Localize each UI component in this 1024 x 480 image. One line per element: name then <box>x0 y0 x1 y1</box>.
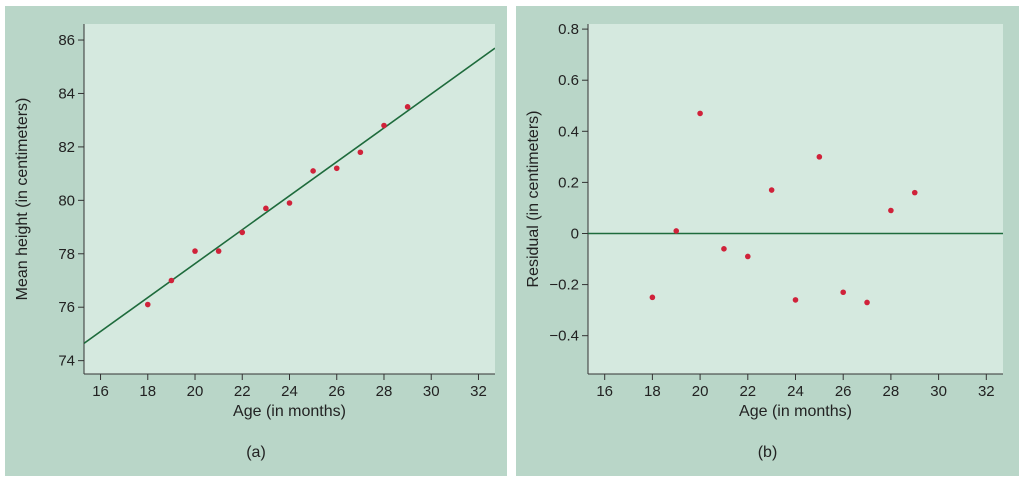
x-tick-label: 20 <box>187 383 204 400</box>
x-tick-label: 28 <box>883 383 900 400</box>
data-point <box>649 294 656 301</box>
data-point <box>792 297 799 303</box>
y-tick-label: 0.2 <box>558 174 579 191</box>
data-point <box>286 200 293 206</box>
y-tick-label: 0.8 <box>558 21 579 38</box>
panel-label: (a) <box>246 444 266 461</box>
data-point <box>888 207 894 214</box>
x-tick-label: 24 <box>281 383 298 400</box>
chart-panel-a: 74 76 78 80 82 84 86 16 18 20 22 24 26 28 30 32 Age (in … <box>5 6 507 476</box>
data-point <box>404 104 411 110</box>
data-point <box>168 277 175 284</box>
data-point <box>239 229 246 236</box>
data-point <box>864 299 870 306</box>
y-tick-label: 76 <box>58 299 75 316</box>
data-point <box>911 189 918 196</box>
y-tick-label: 82 <box>58 139 75 156</box>
x-tick-label: 16 <box>596 383 613 400</box>
x-tick-label: 30 <box>930 383 947 400</box>
data-point <box>357 149 364 156</box>
data-point <box>263 205 269 212</box>
data-point <box>816 154 823 160</box>
data-point <box>333 165 340 172</box>
plot-area <box>84 24 495 374</box>
x-tick-label: 22 <box>234 383 251 400</box>
y-axis-title: Mean height (in centimeters) <box>14 98 31 301</box>
data-point <box>768 187 775 193</box>
data-point <box>381 122 387 129</box>
x-tick-label: 32 <box>978 383 995 400</box>
y-tick-label: −0.2 <box>549 277 579 294</box>
y-tick-label: 0.6 <box>558 72 579 89</box>
x-tick-label: 16 <box>92 383 109 400</box>
data-point <box>744 253 751 260</box>
x-tick-label: 30 <box>423 383 440 400</box>
regression-line <box>84 47 495 345</box>
x-tick-label: 20 <box>692 383 709 400</box>
chart-panel-b: −0.4 −0.2 0 0.2 0.4 0.6 0.8 16 18 20 22 24 26 28 30 32 A… <box>516 6 1019 476</box>
plot-area <box>588 24 1003 374</box>
x-tick-label: 24 <box>787 383 804 400</box>
x-tick-label: 18 <box>644 383 661 400</box>
data-point <box>215 248 222 254</box>
y-tick-label: −0.4 <box>549 328 579 345</box>
data-point <box>673 228 680 234</box>
y-tick-label: 86 <box>58 32 75 49</box>
y-tick-label: 74 <box>58 353 75 370</box>
y-tick-label: 0.4 <box>558 123 579 140</box>
x-tick-label: 32 <box>470 383 487 400</box>
y-tick-label: 78 <box>58 246 75 263</box>
y-tick-label: 80 <box>58 192 75 209</box>
chart-b-svg: −0.4 −0.2 0 0.2 0.4 0.6 0.8 16 18 20 22 24 26 28 30 32 A… <box>525 21 1003 461</box>
y-tick-label: 0 <box>571 225 579 242</box>
data-point <box>697 110 703 117</box>
x-tick-label: 22 <box>739 383 756 400</box>
data-point <box>721 246 727 252</box>
data-point <box>192 248 198 254</box>
y-tick-label: 84 <box>58 85 75 102</box>
y-axis-title: Residual (in centimeters) <box>525 111 542 288</box>
data-point <box>144 301 151 308</box>
data-point <box>310 168 316 174</box>
chart-a-svg: 74 76 78 80 82 84 86 16 18 20 22 24 26 28 30 32 Age (in … <box>14 24 495 461</box>
x-tick-label: 26 <box>328 383 345 400</box>
x-axis-title: Age (in months) <box>739 403 852 420</box>
x-tick-label: 26 <box>835 383 852 400</box>
x-tick-label: 28 <box>376 383 393 400</box>
x-axis-title: Age (in months) <box>233 403 346 420</box>
panel-label: (b) <box>758 444 778 461</box>
data-point <box>840 289 847 296</box>
x-tick-label: 18 <box>139 383 156 400</box>
